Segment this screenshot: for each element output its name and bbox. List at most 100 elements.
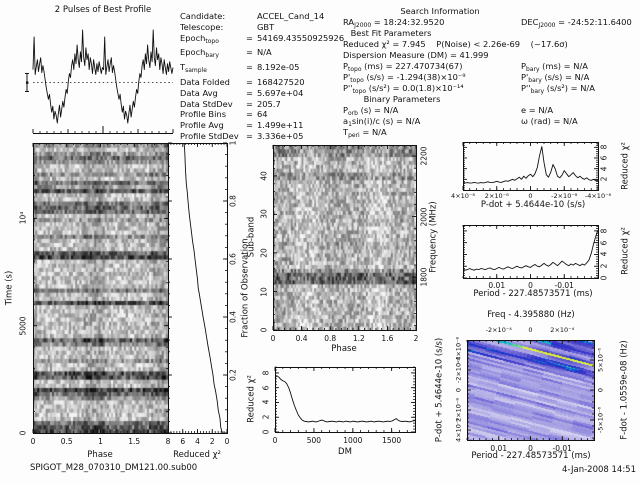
tick-label: 1 (98, 437, 103, 446)
tick-label: 4 (599, 166, 609, 172)
info-line: Tsample = 8.192e-05 (180, 62, 300, 75)
tick-label: 4 (261, 400, 271, 405)
dm-chi2-axis-label: Reduced χ² (246, 375, 257, 423)
tick-label: 2 (209, 437, 215, 446)
tick-label: 2000 (419, 207, 429, 227)
tick-label: 2 (413, 334, 419, 343)
pd-bary: P'bary (s/s) = N/A (521, 72, 590, 84)
best-fit-title: Best Fit Parameters (350, 28, 432, 38)
tick-label: 0 (30, 437, 36, 446)
tick-label: 2 (599, 176, 609, 182)
tperi: Tperi = N/A (343, 127, 387, 139)
period-chi2-axis-label: Reduced χ² (620, 227, 631, 275)
tick-label: 0.4 (295, 334, 308, 343)
tick-label: 1.2 (352, 334, 365, 343)
tick-label: 4 (195, 437, 200, 446)
source-filename: SPIGOT_M28_070310_DM121.00.sub00 (30, 463, 198, 473)
tick-label: 8 (165, 437, 171, 446)
tick-label: 0 (224, 437, 230, 446)
porb: Porb (s) = N/A (343, 105, 399, 117)
info-line: Telescope: GBT (180, 21, 275, 32)
period-axis-label: Period - 227.48573571 (ms) (473, 289, 593, 299)
tick-label: 2×10⁻⁸ (454, 398, 463, 422)
plane-pdot-axis-label: P-dot + 5.4644e-10 (s/s) (434, 337, 445, 443)
tick-label: 0 (599, 275, 609, 281)
plane-period-axis-label: Period - 227.48573571 (ms) (471, 451, 591, 461)
tick-label: 0 (454, 387, 463, 393)
profile-title: 2 Pulses of Best Profile (54, 5, 152, 15)
tick-label: 0.01 (488, 281, 506, 290)
tick-label: 1.6 (381, 334, 394, 343)
tick-label: 0.6 (228, 253, 238, 265)
info-line: Epochbary = N/A (180, 47, 272, 60)
tick-label: 0.8 (324, 334, 337, 343)
tick-label: 500 (306, 436, 322, 445)
tick-label: 0 (528, 192, 533, 200)
tick-label: 2×10⁻⁸ (484, 192, 509, 200)
tick-label: 0 (528, 444, 533, 453)
time-axis-label: Time (s) (4, 270, 15, 306)
tick-label: 10⁴ (18, 212, 28, 225)
plot-datetime: 4-Jan-2008 14:51 (562, 465, 636, 475)
tick-label: -2×10⁻⁴ (485, 326, 512, 334)
phase-axis-label-left: Phase (87, 450, 113, 460)
reduced-chi2-axis-label-left: Reduced χ² (173, 450, 221, 460)
tick-label: -0.01 (554, 281, 574, 290)
info-line: Data StdDev = 205.7 (180, 98, 281, 109)
tick-label: -4×10⁻⁸ (454, 336, 463, 364)
chi2-pnoise-line: Reduced χ² = 7.945 P(Noise) < 2.26e-69 (… (343, 39, 568, 49)
subband-axis-label: Sub-band (246, 216, 257, 258)
tick-label: 2 (599, 263, 609, 269)
info-line: Profile Bins = 64 (180, 109, 268, 120)
tick-label: 2×10⁻⁴ (550, 326, 575, 334)
info-line: Profile StdDev = 3.336e+05 (180, 130, 304, 141)
tick-label: 8 (599, 228, 609, 234)
tick-label: 1800 (419, 267, 429, 287)
tick-label: 0 (261, 429, 271, 435)
frequency-axis-label: Frequency (MHz) (428, 201, 439, 273)
tick-label: 8 (261, 370, 271, 376)
pd-topo: P'topo (s/s) = -1.294(38)×10⁻⁹ (343, 72, 466, 84)
tick-label: 4 (599, 252, 609, 257)
binary-title: Binary Parameters (363, 94, 441, 104)
pdd-topo: P''topo (s/s²) = 0.0(1.8)×10⁻¹⁴ (343, 83, 464, 95)
tick-label: 10 (259, 286, 269, 297)
tick-label: 0.8 (228, 195, 238, 207)
asini: a1sin(i)/c (s) = N/A (343, 116, 421, 128)
tick-label: 2 (261, 414, 271, 420)
info-line: Epochtopo = 54169.43550925926 (180, 32, 345, 45)
dec-value: DECJ2000 = -24:52:11.6400 (521, 17, 632, 29)
period-pdot-colormap (467, 340, 594, 440)
tick-label: 6 (180, 437, 186, 446)
tick-label: 0 (596, 387, 605, 393)
tick-label: 1 (228, 140, 238, 146)
tick-label: 5×10⁻⁶ (596, 348, 605, 372)
tick-label: 1.5 (128, 437, 141, 446)
dm-line: Dispersion Measure (DM) = 41.999 (343, 50, 489, 60)
tick-label: 0 (270, 334, 276, 343)
tick-label: -4×10⁻⁸ (584, 192, 612, 200)
fdot-axis-label: F-dot - 1.0559e-08 (Hz) (619, 340, 630, 440)
info-line: Profile Avg = 1.499e+11 (180, 120, 304, 131)
tick-label: 0 (18, 430, 28, 436)
tick-label: -0.01 (552, 444, 572, 453)
tick-label: 1500 (382, 436, 402, 445)
tick-label: 0 (528, 326, 533, 334)
tick-label: 0.4 (228, 311, 238, 323)
tick-label: 30 (259, 209, 269, 220)
ecc: e = N/A (521, 105, 554, 115)
tick-label: 8 (599, 144, 609, 150)
tick-label: 0 (259, 327, 269, 333)
tick-label: -5×10⁻⁶ (596, 406, 605, 434)
pdd-bary: P''bary (s/s²) = N/A (521, 83, 595, 95)
tick-label: 0.5 (60, 437, 73, 446)
tick-label: -2×10⁻⁸ (551, 192, 578, 200)
time-vs-phase-heatmap (33, 143, 168, 433)
tick-label: 0.2 (228, 369, 238, 381)
tick-label: 1000 (343, 436, 363, 445)
p-bary: Pbary (ms) = N/A (521, 61, 588, 73)
freq-plane-title: Freq - 4.395880 (Hz) (487, 310, 575, 320)
ra-value: RAJ2000 = 18:24:32.9520 (343, 17, 445, 29)
tick-label: 6 (261, 385, 271, 391)
